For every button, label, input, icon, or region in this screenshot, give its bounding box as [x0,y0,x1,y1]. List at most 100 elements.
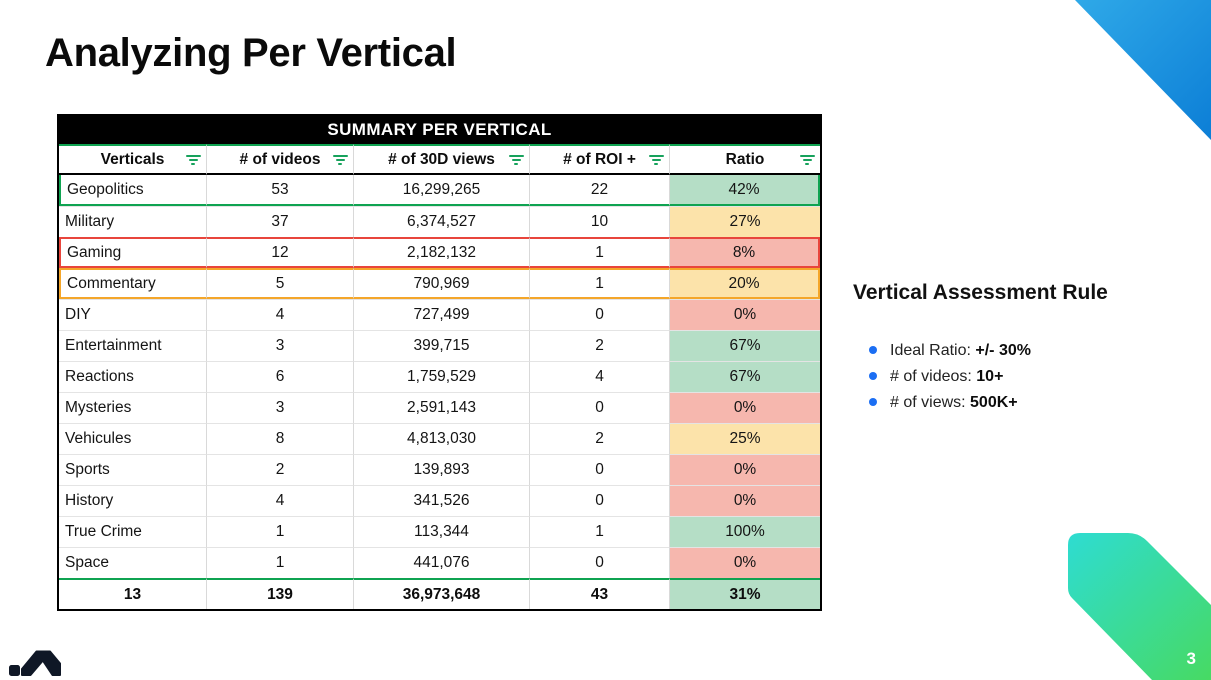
table-row: Gaming 12 2,182,132 1 8% [59,237,821,268]
vertical-name-cell: Vehicules [59,423,207,454]
assessment-list: Ideal Ratio: +/- 30% # of videos: 10+ # of… [869,341,1198,412]
vertical-name-cell: Military [59,206,207,237]
column-header-label: # of ROI + [563,150,636,168]
table-title: SUMMARY PER VERTICAL [59,116,821,144]
videos-cell: 4 [207,299,354,330]
bullet-dot [869,372,877,380]
vertical-name-cell: Geopolitics [59,175,207,206]
vertical-name-cell: Gaming [59,237,207,268]
table-body: Geopolitics 53 16,299,265 22 42% Military 37 6,… [59,175,821,578]
summary-table-grid: SUMMARY PER VERTICAL Verticals # of vide… [57,114,823,611]
ratio-cell: 67% [670,361,821,392]
column-header-30d-views: # of 30D views [354,144,530,175]
bullet-value: +/- 30% [975,342,1031,359]
ratio-cell: 27% [670,206,821,237]
ratio-cell: 42% [670,175,821,206]
videos-cell: 2 [207,454,354,485]
table-row: Commentary 5 790,969 1 20% [59,268,821,299]
table-row: True Crime 1 113,344 1 100% [59,516,821,547]
roi-cell: 22 [530,175,670,206]
filter-icon [508,154,524,165]
views-cell: 1,759,529 [354,361,530,392]
bullet-dot [869,346,877,354]
assessment-bullet: Ideal Ratio: +/- 30% [869,341,1198,360]
filter-icon [332,154,348,165]
table-row: Entertainment 3 399,715 2 67% [59,330,821,361]
column-header-ratio: Ratio [670,144,821,175]
vertical-name-cell: Mysteries [59,392,207,423]
views-cell: 16,299,265 [354,175,530,206]
vertical-name-cell: History [59,485,207,516]
table-title-row: SUMMARY PER VERTICAL [59,116,821,144]
logo-falling-bar [40,650,61,676]
videos-cell: 53 [207,175,354,206]
roi-cell: 1 [530,268,670,299]
roi-cell: 2 [530,330,670,361]
bullet-value: 10+ [976,368,1004,385]
roi-cell: 0 [530,392,670,423]
column-header-videos: # of videos [207,144,354,175]
videos-cell: 1 [207,547,354,578]
ratio-cell: 0% [670,485,821,516]
views-cell: 727,499 [354,299,530,330]
views-cell: 790,969 [354,268,530,299]
videos-cell: 4 [207,485,354,516]
videos-cell: 8 [207,423,354,454]
vertical-name-cell: Commentary [59,268,207,299]
roi-cell: 0 [530,485,670,516]
roi-cell: 1 [530,237,670,268]
views-cell: 6,374,527 [354,206,530,237]
videos-cell: 3 [207,330,354,361]
totals-roi-cell: 43 [530,578,670,609]
table-row: Reactions 6 1,759,529 4 67% [59,361,821,392]
ratio-cell: 67% [670,330,821,361]
page-number: 3 [1186,649,1196,668]
views-cell: 139,893 [354,454,530,485]
roi-cell: 2 [530,423,670,454]
roi-cell: 0 [530,454,670,485]
filter-icon [648,154,664,165]
summary-table: SUMMARY PER VERTICAL Verticals # of vide… [57,114,823,611]
ratio-cell: 0% [670,454,821,485]
views-cell: 341,526 [354,485,530,516]
ratio-cell: 8% [670,237,821,268]
videos-cell: 12 [207,237,354,268]
table-row: Space 1 441,076 0 0% [59,547,821,578]
bullet-value: 500K+ [970,394,1018,411]
views-cell: 4,813,030 [354,423,530,454]
column-header-roi: # of ROI + [530,144,670,175]
table-row: Vehicules 8 4,813,030 2 25% [59,423,821,454]
vertical-name-cell: True Crime [59,516,207,547]
bullet-label: Ideal Ratio: [890,342,976,359]
roi-cell: 0 [530,299,670,330]
ratio-cell: 20% [670,268,821,299]
views-cell: 441,076 [354,547,530,578]
vertical-name-cell: DIY [59,299,207,330]
videos-cell: 1 [207,516,354,547]
views-cell: 2,591,143 [354,392,530,423]
ratio-cell: 0% [670,299,821,330]
vertical-name-cell: Space [59,547,207,578]
roi-cell: 0 [530,547,670,578]
ratio-cell: 100% [670,516,821,547]
views-cell: 399,715 [354,330,530,361]
ratio-cell: 0% [670,392,821,423]
column-header-label: Verticals [100,150,165,168]
totals-ratio-cell: 31% [670,578,821,609]
column-header-label: # of 30D views [388,150,495,168]
corner-ribbon-decoration [1068,533,1211,680]
column-header-label: # of videos [239,150,321,168]
slide-title: Analyzing Per Vertical [45,31,457,75]
table-row: Military 37 6,374,527 10 27% [59,206,821,237]
assessment-panel: Vertical Assessment Rule Ideal Ratio: +/… [853,281,1198,419]
videos-cell: 3 [207,392,354,423]
videos-cell: 37 [207,206,354,237]
table-totals-row: 13 139 36,973,648 43 31% [59,578,821,609]
table-row: History 4 341,526 0 0% [59,485,821,516]
ratio-cell: 0% [670,547,821,578]
bullet-label: # of videos: [890,368,977,385]
logo [9,650,61,676]
filter-icon [799,154,815,165]
totals-videos-cell: 139 [207,578,354,609]
